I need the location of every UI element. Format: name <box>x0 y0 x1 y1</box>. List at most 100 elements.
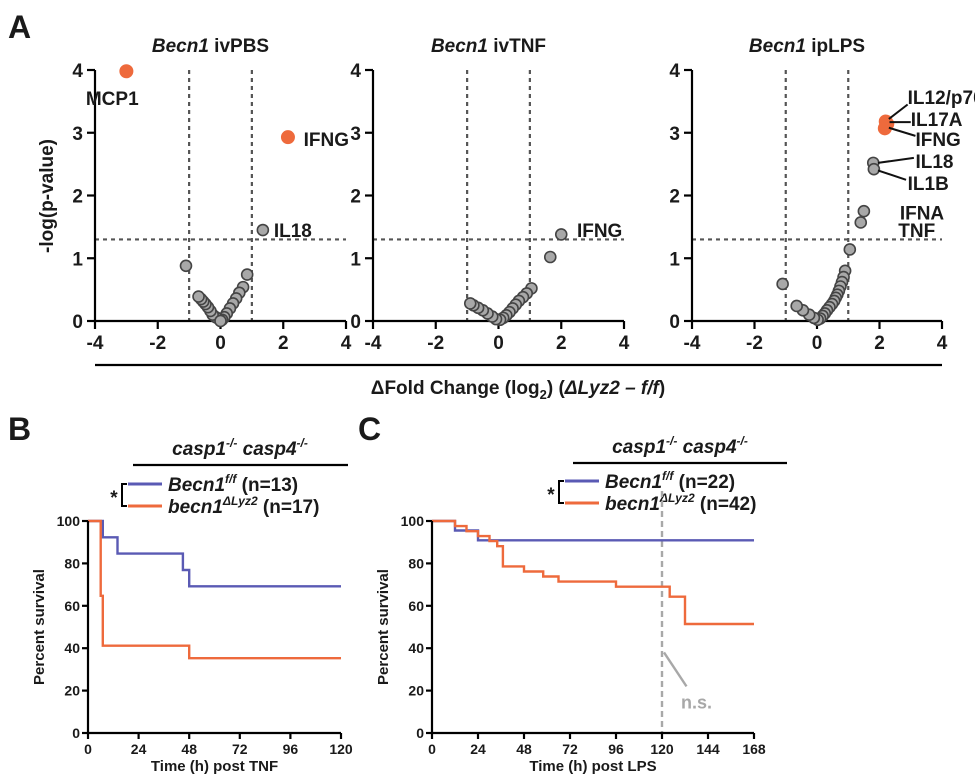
data-point <box>214 314 227 328</box>
x-tick-label: 4 <box>619 333 630 354</box>
x-tick-label: 96 <box>283 741 299 757</box>
survival-curve <box>432 519 754 542</box>
point-label: IFNG <box>915 130 960 151</box>
y-tick-label: 100 <box>401 513 425 529</box>
title-gene: Becn1 <box>749 36 806 57</box>
xlabel-italic: 2 – <box>608 378 641 399</box>
volcano-title: Becn1 ivTNF <box>431 36 546 57</box>
data-point <box>843 243 857 256</box>
x-tick-label: -2 <box>427 333 444 354</box>
panel-label-c: C <box>358 411 381 447</box>
volcano-y-axis-label: -log(p-value) <box>37 139 58 253</box>
x-tick-label: 24 <box>470 741 486 757</box>
y-tick-label: 0 <box>350 312 361 333</box>
legend-label: becn1ΔLyz2 (n=42) <box>605 491 756 515</box>
y-tick-label: 0 <box>416 725 424 741</box>
point-label: TNF <box>898 221 935 242</box>
x-tick-label: 168 <box>742 741 766 757</box>
data-point <box>867 162 881 176</box>
x-tick-label: 120 <box>650 741 674 757</box>
x-tick-label: -4 <box>365 333 382 354</box>
x-tick-label: 48 <box>181 741 197 757</box>
x-tick-label: 144 <box>696 741 720 757</box>
x-tick-label: 96 <box>608 741 624 757</box>
genotype-header: casp1-/- casp4-/- <box>612 434 748 458</box>
y-tick-label: 40 <box>64 640 80 656</box>
legend-genotype: becn1 <box>605 494 660 515</box>
legend-label: becn1ΔLyz2 (n=17) <box>168 494 319 518</box>
y-tick-label: 3 <box>72 124 83 145</box>
data-point <box>790 299 803 313</box>
x-tick-label: 4 <box>341 333 352 354</box>
volcano-title: Becn1 ivPBS <box>152 36 269 57</box>
x-tick-label: 2 <box>278 333 289 354</box>
x-tick-label: 4 <box>937 333 948 354</box>
data-point <box>543 250 557 264</box>
legend-count: (n=22) <box>673 472 735 493</box>
x-tick-label: 24 <box>131 741 147 757</box>
x-tick-label: 0 <box>493 333 504 354</box>
y-axis-label: Percent survival <box>375 569 392 685</box>
legend-superscript: f/f <box>662 469 674 483</box>
x-tick-label: 0 <box>428 741 436 757</box>
legend-superscript: ΔLyz2 <box>659 491 695 505</box>
y-tick-label: 60 <box>408 598 424 614</box>
volcano-title: Becn1 ipLPS <box>749 36 865 57</box>
title-gene: Becn1 <box>152 36 209 57</box>
title-gene: Becn1 <box>431 36 488 57</box>
survival-plot-tnf: casp1-/- casp4-/-Becn1f/f (n=13)becn1ΔLy… <box>31 436 353 775</box>
y-tick-label: 4 <box>350 61 361 82</box>
survival-plot-lps: casp1-/- casp4-/-Becn1f/f (n=22)becn1ΔLy… <box>375 434 787 775</box>
legend-genotype: becn1 <box>168 497 223 518</box>
title-condition: ipLPS <box>806 36 865 57</box>
y-tick-label: 4 <box>669 61 680 82</box>
x-tick-label: 120 <box>329 741 353 757</box>
x-tick-label: 2 <box>556 333 567 354</box>
legend-count: (n=42) <box>695 494 757 515</box>
legend-count: (n=13) <box>236 475 298 496</box>
highlighted-point <box>119 64 134 79</box>
significance-bracket <box>558 480 564 504</box>
point-label: MCP1 <box>86 89 139 110</box>
xlabel-italic: f/f <box>641 378 661 399</box>
callout-line <box>877 156 915 164</box>
y-tick-label: 40 <box>408 640 424 656</box>
x-axis-label: Time (h) post TNF <box>151 758 278 775</box>
title-condition: ivTNF <box>488 36 546 57</box>
y-tick-label: 80 <box>64 555 80 571</box>
x-tick-label: 72 <box>232 741 248 757</box>
y-tick-label: 2 <box>669 187 680 208</box>
title-condition: ivPBS <box>209 36 269 57</box>
x-tick-label: -2 <box>149 333 166 354</box>
x-tick-label: -4 <box>87 333 104 354</box>
x-tick-label: 0 <box>812 333 823 354</box>
y-tick-label: 100 <box>57 513 81 529</box>
y-tick-label: 1 <box>72 249 83 270</box>
panel-label-b: B <box>8 411 31 447</box>
legend-label: Becn1f/f (n=13) <box>168 472 298 496</box>
panel-label-a: A <box>8 9 31 45</box>
x-tick-label: -2 <box>746 333 763 354</box>
annotation-line <box>663 651 688 688</box>
y-tick-label: 0 <box>669 312 680 333</box>
point-label: IFNG <box>304 130 349 151</box>
data-point <box>463 297 477 310</box>
shared-x-axis-label: ΔFold Change (log2) (ΔLyz2 – f/f) <box>371 378 665 402</box>
genotype-superscript: -/- <box>297 436 308 450</box>
point-label: IFNA <box>900 203 945 224</box>
y-tick-label: 0 <box>72 725 80 741</box>
annotation-ns: n.s. <box>681 692 712 712</box>
survival-curve <box>432 519 754 626</box>
significance-bracket <box>121 483 127 507</box>
legend-label: Becn1f/f (n=22) <box>605 469 735 493</box>
volcano-plot-2: Becn1 ivTNF -4 -2 0 2 4 0 1 2 3 4 IFNG <box>350 36 629 354</box>
y-tick-label: 2 <box>350 187 361 208</box>
y-tick-label: 4 <box>72 61 83 82</box>
point-label: IL18 <box>274 221 312 242</box>
legend-genotype: Becn1 <box>605 472 662 493</box>
x-tick-label: 72 <box>562 741 578 757</box>
xlabel-part: ) <box>659 378 665 399</box>
volcano-plots: Becn1 ivPBS-4 -2 0 2 401234MCP1IFNGIL18Becn1… <box>37 36 975 354</box>
survival-curve <box>88 519 341 660</box>
